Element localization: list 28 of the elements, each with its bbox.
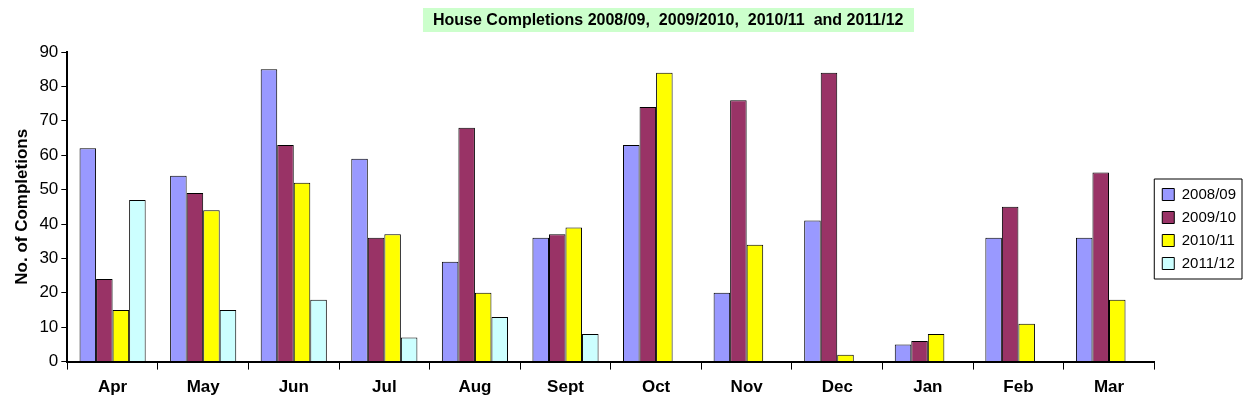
chart-title: House Completions 2008/09, 2009/2010, 2010/11 and 2011/12 bbox=[422, 8, 914, 32]
x-tick-label: Jun bbox=[278, 377, 309, 397]
x-tick-label: Nov bbox=[730, 377, 764, 397]
x-tick-label: Sept bbox=[547, 377, 585, 397]
y-tick-label: 50 bbox=[39, 179, 59, 199]
x-tick-label: Oct bbox=[641, 377, 671, 397]
x-tick-label: Mar bbox=[1093, 377, 1125, 397]
y-tick-label: 60 bbox=[39, 144, 59, 164]
x-tick-label: Jan bbox=[913, 377, 943, 397]
x-tick-label: Feb bbox=[1003, 377, 1034, 397]
y-tick-label: 90 bbox=[39, 41, 59, 61]
legend-label: 2010/11 bbox=[1181, 230, 1235, 248]
y-tick-label: 30 bbox=[39, 248, 59, 268]
x-tick-label: Apr bbox=[97, 377, 128, 397]
legend-label: 2011/12 bbox=[1181, 253, 1235, 271]
y-tick-label: 20 bbox=[39, 282, 59, 302]
x-tick-label: Jul bbox=[372, 377, 397, 397]
x-tick-label: May bbox=[186, 377, 221, 397]
y-axis-title: No. of Completions bbox=[11, 128, 31, 285]
legend-label: 2009/10 bbox=[1181, 207, 1237, 225]
y-tick-label: 40 bbox=[39, 213, 59, 233]
y-tick-label: 80 bbox=[39, 76, 59, 96]
y-tick-label: 10 bbox=[39, 316, 59, 336]
x-tick-label: Dec bbox=[821, 377, 853, 397]
legend-label: 2008/09 bbox=[1181, 184, 1237, 202]
y-tick-label: 0 bbox=[48, 351, 59, 371]
y-tick-label: 70 bbox=[39, 110, 59, 130]
x-tick-label: Aug bbox=[458, 377, 492, 397]
